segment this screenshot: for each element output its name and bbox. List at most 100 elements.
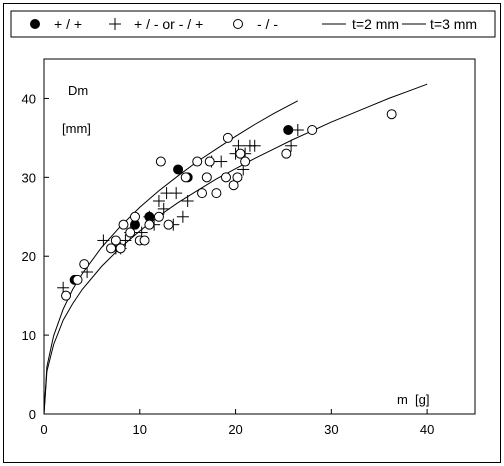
series-3-point	[228, 180, 239, 191]
series-3-point	[204, 156, 215, 167]
marker-shape	[79, 259, 90, 270]
x-tick-label: 10	[133, 422, 147, 437]
marker-shape	[30, 19, 40, 29]
series-3-point	[144, 219, 155, 230]
marker-shape	[192, 156, 203, 167]
y-tick-label: 40	[22, 91, 36, 106]
series-2-point	[291, 124, 304, 136]
series-2-point	[97, 234, 110, 247]
x-tick-label: 0	[40, 422, 47, 437]
series-1-point	[173, 164, 184, 175]
series-2-point	[215, 155, 228, 168]
series-3-point	[72, 274, 83, 285]
series-3-point	[155, 156, 166, 167]
series-3-point	[232, 172, 243, 183]
marker-shape	[235, 148, 246, 159]
y-tick-label: 10	[22, 328, 36, 343]
marker-shape	[281, 148, 292, 159]
series-3-point	[180, 172, 191, 183]
series-3-point	[118, 219, 129, 230]
marker-shape	[197, 188, 208, 199]
chart-svg: + / + + / - or - / + - / - t=2 mm t=3 mm 0 10…	[10, 10, 496, 437]
series-1-point	[283, 125, 294, 135]
marker-shape	[72, 274, 83, 285]
series-2-point	[157, 202, 170, 215]
legend-curve-label-2: t=3 mm	[430, 16, 477, 32]
series-3-point	[139, 235, 150, 246]
series-3-point	[220, 172, 231, 183]
marker-shape	[386, 109, 397, 120]
marker-shape	[228, 180, 239, 191]
marker-shape	[106, 243, 117, 254]
marker-shape	[115, 243, 126, 254]
x-tick-label: 40	[420, 422, 434, 437]
series-2-point	[119, 234, 132, 247]
marker-shape	[173, 164, 184, 175]
x-tick-label: 20	[228, 422, 242, 437]
marker-shape	[307, 125, 318, 135]
marker-shape	[283, 125, 294, 135]
y-tick-label: 0	[29, 407, 36, 422]
marker-shape	[180, 172, 191, 183]
x-tick-label: 30	[324, 422, 338, 437]
y-axis-unit: [mm]	[62, 121, 91, 136]
series-3-point	[125, 227, 136, 238]
x-axis-label: m [g]	[397, 392, 430, 407]
y-tick-label: 30	[22, 170, 36, 185]
plot-frame	[43, 58, 476, 415]
marker-shape	[220, 172, 231, 183]
series-3-point	[240, 156, 251, 167]
series-3-point	[61, 290, 72, 301]
marker-shape	[222, 132, 233, 143]
series-2-point	[176, 210, 189, 223]
series-3-point	[235, 148, 246, 159]
marker-shape	[240, 156, 251, 167]
series-3-point	[110, 235, 121, 246]
series-2-point	[152, 195, 165, 207]
marker-shape	[129, 211, 140, 222]
series-3-point	[163, 219, 174, 230]
marker-shape	[144, 219, 155, 230]
marker-shape	[201, 172, 212, 183]
legend-marker-2	[109, 18, 121, 30]
marker-shape	[139, 235, 150, 246]
marker-shape	[155, 156, 166, 167]
series-2-point	[248, 139, 261, 152]
series-3-point	[201, 172, 212, 183]
series-2-point	[170, 187, 183, 200]
legend: + / + + / - or - / + - / - t=2 mm t=3 mm	[30, 16, 477, 32]
marker-shape	[163, 219, 174, 230]
legend-marker-3	[233, 19, 243, 29]
series-3-point	[386, 109, 397, 120]
legend-label-1: + / +	[54, 16, 82, 32]
marker-shape	[211, 188, 222, 199]
series-3-point	[79, 259, 90, 270]
series-3-point	[307, 125, 318, 135]
marker-shape	[232, 172, 243, 183]
series-3-point	[153, 211, 164, 222]
marker-shape	[118, 219, 129, 230]
fit-curve-1	[43, 100, 299, 415]
series-3-point	[192, 156, 203, 167]
marker-shape	[233, 19, 243, 29]
legend-marker-1	[30, 19, 40, 29]
fit-curves	[43, 83, 428, 415]
y-axis-label: Dm	[68, 83, 88, 98]
marker-shape	[61, 290, 72, 301]
fit-curve-2	[43, 83, 428, 415]
series-3-point	[106, 243, 117, 254]
legend-curve-label-1: t=2 mm	[352, 16, 399, 32]
marker-shape	[110, 235, 121, 246]
series-2-point	[285, 139, 298, 152]
series-3-point	[222, 132, 233, 143]
series-2-point	[181, 195, 194, 207]
marker-shape	[204, 156, 215, 167]
marker-shape	[153, 211, 164, 222]
chart-figure: + / + + / - or - / + - / - t=2 mm t=3 mm 0 10…	[3, 3, 501, 463]
series-3-point	[115, 243, 126, 254]
series-3-point	[129, 211, 140, 222]
series-3-point	[211, 188, 222, 199]
legend-label-2: + / - or - / +	[134, 16, 203, 32]
data-markers	[57, 109, 397, 301]
series-3-point	[197, 188, 208, 199]
